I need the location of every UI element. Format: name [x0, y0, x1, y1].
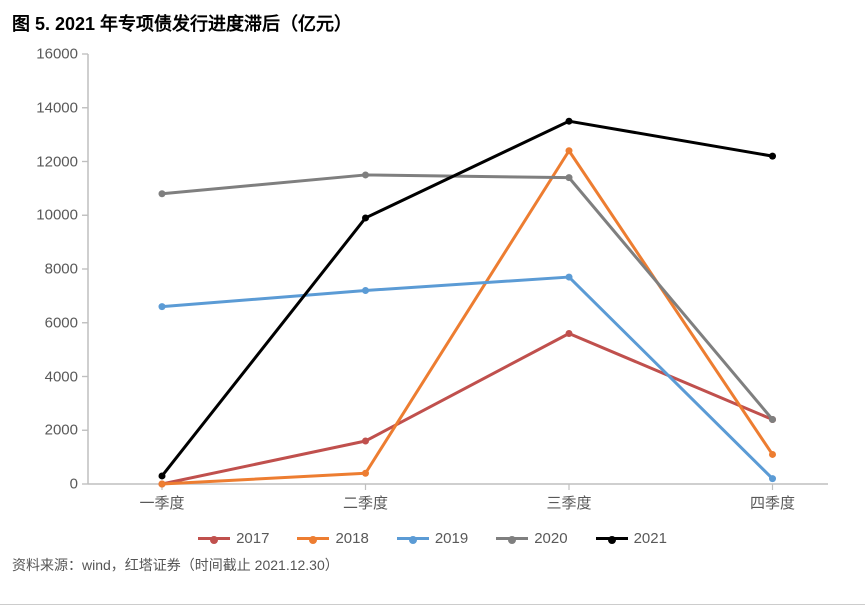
legend-label: 2020 [534, 530, 567, 547]
chart-legend: 2017 2018 2019 2020 2021 [0, 530, 865, 547]
y-tick-label: 2000 [18, 422, 78, 439]
legend-label: 2017 [236, 530, 269, 547]
x-tick-label: 一季度 [139, 492, 184, 513]
legend-label: 2019 [435, 530, 468, 547]
legend-item-2021: 2021 [596, 530, 667, 547]
legend-swatch [496, 537, 528, 540]
x-tick-label: 二季度 [343, 492, 388, 513]
y-tick-label: 0 [18, 476, 78, 493]
chart-title: 图 5. 2021 年专项债发行进度滞后（亿元） [0, 0, 865, 40]
y-tick-label: 12000 [18, 153, 78, 170]
chart-source: 资料来源：wind，红塔证券（时间截止 2021.12.30） [0, 547, 865, 575]
plot-area: 0 2000 4000 6000 8000 10000 12000 14000 16000 一季… [18, 44, 847, 524]
legend-item-2019: 2019 [397, 530, 468, 547]
y-tick-label: 8000 [18, 261, 78, 278]
legend-label: 2018 [335, 530, 368, 547]
line-chart-svg [18, 44, 847, 524]
y-tick-label: 14000 [18, 99, 78, 116]
legend-label: 2021 [634, 530, 667, 547]
legend-swatch [397, 537, 429, 540]
legend-item-2018: 2018 [297, 530, 368, 547]
legend-item-2017: 2017 [198, 530, 269, 547]
figure-container: 图 5. 2021 年专项债发行进度滞后（亿元） 0 2000 4000 6000 80… [0, 0, 865, 605]
legend-swatch [596, 537, 628, 540]
x-tick-label: 四季度 [750, 492, 795, 513]
y-tick-label: 6000 [18, 314, 78, 331]
y-tick-label: 4000 [18, 368, 78, 385]
legend-item-2020: 2020 [496, 530, 567, 547]
legend-swatch [198, 537, 230, 540]
x-tick-label: 三季度 [546, 492, 591, 513]
y-tick-label: 10000 [18, 207, 78, 224]
y-tick-label: 16000 [18, 46, 78, 63]
legend-swatch [297, 537, 329, 540]
